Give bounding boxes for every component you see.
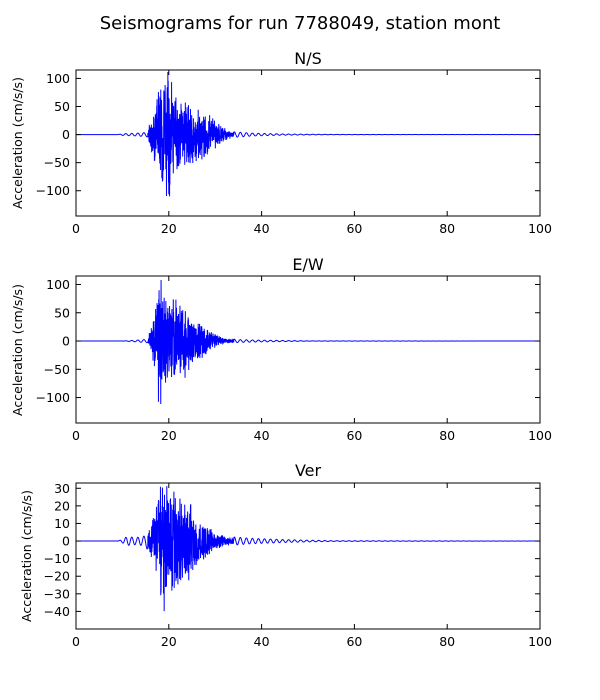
panel-ew-ytick-label: 100 [46,277,70,292]
panel-ns-trace [76,71,540,197]
panel-ew-ytick-label: −50 [44,362,70,377]
panel-ver: Ver Acceleration (cm/s/s) 0 20 40 60 80 100−4… [19,461,552,649]
panel-ns: N/S Acceleration (cm/s/s) 0 20 40 60 80 100 −1… [10,49,552,236]
panel-ver-ytick-label: −10 [44,551,70,566]
panel-ver-title: Ver [295,461,322,480]
panel-ew-ytick-label: −100 [36,390,70,405]
panel-ew-frame [75,275,541,424]
panel-ver-ytick-label: 20 [54,498,70,513]
panel-ver-xtick-label: 40 [254,634,270,649]
panel-ns-xtick-label: 100 [528,221,552,236]
panel-ew-trace [76,279,540,405]
panel-ver-xtick-label: 100 [528,634,552,649]
panel-ver-ytick-label: 30 [54,481,70,496]
panel-ns-ytick-label: 0 [62,127,70,142]
panel-ver-ytick-label: 10 [54,516,70,531]
panel-ew-xtick-label: 60 [346,428,362,443]
panel-ver-ytick-label: −40 [44,604,70,619]
panel-ns-ytick-label: −50 [44,155,70,170]
panel-ns-ytick-label: −100 [36,183,70,198]
panel-ver-ytick-label: −30 [44,586,70,601]
panel-ver-xtick-label: 0 [72,634,80,649]
panel-ew-xtick-label: 20 [161,428,177,443]
panel-ew: E/W Acceleration (cm/s/s) 0 20 40 60 80 100 −1… [10,255,552,443]
panel-ew-ytick-label: 0 [62,334,70,349]
panel-ew-xtick-label: 0 [72,428,80,443]
panel-ver-xtick-label: 80 [439,634,455,649]
panel-ns-ytick-label: 100 [46,71,70,86]
panel-ns-frame [75,69,541,217]
panel-ns-title: N/S [294,49,322,68]
panel-ns-ylabel: Acceleration (cm/s/s) [10,77,25,209]
figure-title: Seismograms for run 7788049, station mon… [100,13,501,34]
panel-ns-ytick-label: 50 [54,99,70,114]
panel-ns-xtick-label: 40 [254,221,270,236]
panel-ns-xtick-label: 0 [72,221,80,236]
panel-ver-ylabel: Acceleration (cm/s/s) [19,490,34,622]
panel-ver-ytick-label: 0 [62,534,70,549]
panel-ns-xtick-label: 60 [346,221,362,236]
panel-ver-xtick-label: 60 [346,634,362,649]
panel-ver-frame [75,482,541,630]
panel-ew-xtick-label: 80 [439,428,455,443]
panel-ns-xtick-label: 20 [161,221,177,236]
panel-ver-trace [76,486,540,612]
panel-ew-xtick-label: 100 [528,428,552,443]
panel-ew-ylabel: Acceleration (cm/s/s) [10,284,25,416]
panel-ver-ytick-label: −20 [44,569,70,584]
panel-ew-ytick-label: 50 [54,305,70,320]
panel-ew-xtick-label: 40 [254,428,270,443]
panel-ns-xtick-label: 80 [439,221,455,236]
panel-ver-xtick-label: 20 [161,634,177,649]
panel-ew-title: E/W [292,255,324,274]
